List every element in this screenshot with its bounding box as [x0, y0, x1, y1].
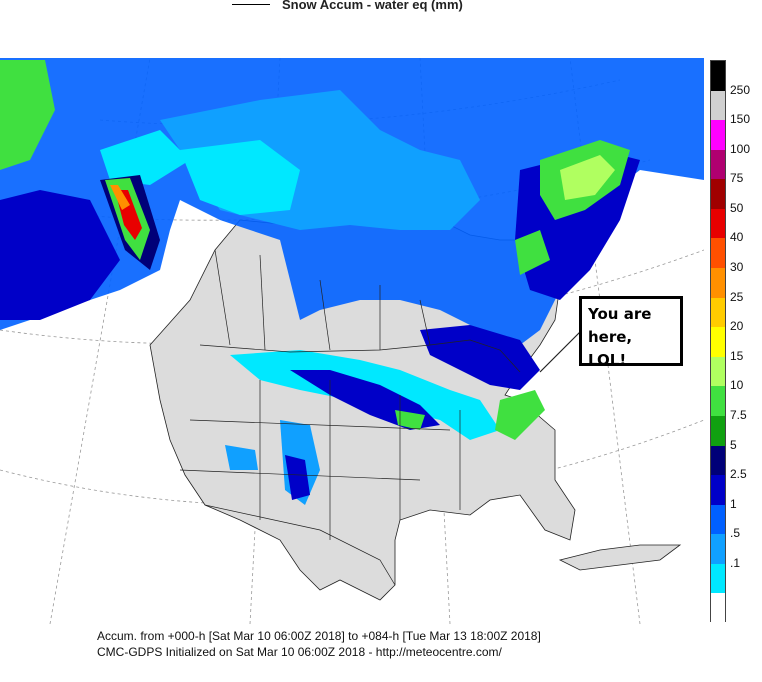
- colorbar-segment: [711, 327, 725, 358]
- colorbar-tick-label: .1: [730, 555, 741, 570]
- colorbar-tick-label: 30: [730, 260, 744, 275]
- snow-accumulation-map: [0, 58, 704, 624]
- colorbar-tick-label: 15: [730, 348, 744, 363]
- colorbar-tick-label: .5: [730, 526, 741, 541]
- colorbar-tick-label: 20: [730, 319, 744, 334]
- colorbar-segment: [711, 61, 725, 91]
- legend-line-sample: [232, 3, 270, 5]
- colorbar-segment: [711, 475, 725, 506]
- colorbar-tick-label: 5: [730, 437, 737, 452]
- colorbar-segment: [711, 504, 725, 535]
- colorbar: [710, 60, 726, 624]
- colorbar-segment: [711, 179, 725, 210]
- colorbar-tick-label: 150: [730, 112, 751, 127]
- colorbar-segment: [711, 356, 725, 387]
- callout-pointer-line: [539, 331, 581, 373]
- colorbar-segment: [711, 445, 725, 476]
- map-title: Snow Accum - water eq (mm): [282, 0, 463, 12]
- colorbar-tick-label: 10: [730, 378, 744, 393]
- callout-line-1: You are: [588, 305, 652, 323]
- colorbar-tick-label: 40: [730, 230, 744, 245]
- colorbar-tick-label: 2.5: [730, 467, 747, 482]
- colorbar-segment: [711, 149, 725, 180]
- colorbar-segment: [711, 120, 725, 151]
- borders: [179, 249, 521, 586]
- footer-accumulation-period: Accum. from +000-h [Sat Mar 10 06:00Z 20…: [97, 629, 541, 643]
- snow-shading: [0, 58, 704, 505]
- colorbar-tick-label: 250: [730, 82, 751, 97]
- colorbar-tick-label: 1: [730, 496, 737, 511]
- colorbar-tick-label: 7.5: [730, 407, 747, 422]
- callout-line-2: here, LOL!: [588, 328, 633, 369]
- colorbar-segment: [711, 563, 725, 594]
- colorbar-segment: [711, 90, 725, 121]
- callout-box: You are here, LOL!: [579, 296, 683, 369]
- colorbar-segment: [711, 238, 725, 269]
- colorbar-segment: [711, 268, 725, 299]
- cuba-island: [558, 544, 682, 571]
- colorbar-segment: [711, 208, 725, 239]
- colorbar-tick-label: 50: [730, 200, 744, 215]
- colorbar-tick-label: 75: [730, 171, 744, 186]
- colorbar-tick-label: 25: [730, 289, 744, 304]
- map-title-legend: Snow Accum - water eq (mm): [232, 0, 463, 14]
- colorbar-segment: [711, 593, 725, 624]
- colorbar-segment: [711, 297, 725, 328]
- colorbar-segment: [711, 415, 725, 446]
- colorbar-tick-label: 100: [730, 141, 751, 156]
- colorbar-segment: [711, 386, 725, 417]
- colorbar-segment: [711, 534, 725, 565]
- footer-model-info: CMC-GDPS Initialized on Sat Mar 10 06:00…: [97, 645, 502, 659]
